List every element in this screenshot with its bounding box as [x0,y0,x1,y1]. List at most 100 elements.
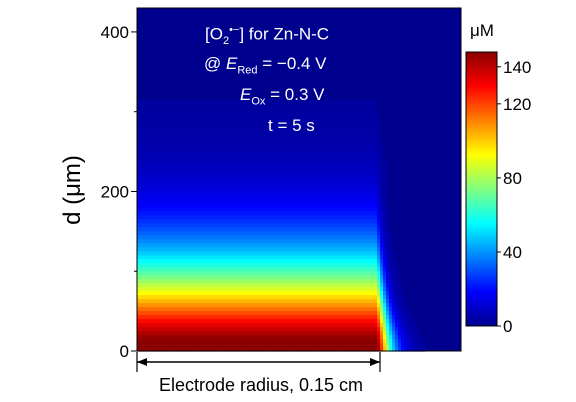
heatmap-cell [194,179,198,185]
heatmap-cell [212,191,216,197]
heatmap-cell [275,267,279,272]
heatmap-cell [284,299,288,304]
heatmap-cell [152,107,156,113]
heatmap-cell [332,315,336,320]
heatmap-cell [335,167,339,173]
heatmap-cell [278,247,282,252]
heatmap-cell [290,171,294,177]
heatmap-cell [350,135,354,141]
heatmap-cell [350,243,354,248]
heatmap-cell [296,119,300,125]
heatmap-cell [383,207,387,213]
heatmap-cell [152,207,156,213]
heatmap-cell [185,271,189,276]
heatmap-cell [338,295,342,300]
heatmap-cell [170,207,174,213]
heatmap-cell [236,107,240,113]
heatmap-cell [314,227,318,232]
heatmap-cell [341,207,345,213]
heatmap-cell [197,175,201,181]
heatmap-cell [314,239,318,244]
heatmap-cell [368,115,372,121]
heatmap-cell [206,127,210,133]
heatmap-cell [200,199,204,205]
heatmap-cell [362,227,366,232]
heatmap-cell [314,299,318,304]
heatmap-cell [173,307,177,312]
heatmap-cell [212,107,216,113]
heatmap-cell [383,231,387,236]
heatmap-cell [194,191,198,197]
heatmap-cell [305,195,309,201]
heatmap-cell [245,243,249,248]
heatmap-cell [254,327,258,332]
heatmap-cell [290,215,294,220]
heatmap-cell [182,215,186,220]
heatmap-cell [314,291,318,296]
heatmap-cell [302,287,306,292]
heatmap-cell [368,263,372,268]
heatmap-cell [158,143,162,149]
heatmap-cell [245,99,249,105]
heatmap-cell [146,131,150,137]
heatmap-cell [251,147,255,153]
heatmap-cell [149,159,153,165]
heatmap-cell [188,127,192,133]
heatmap-cell [254,259,258,264]
heatmap-cell [410,315,414,320]
heatmap-cell [263,283,267,288]
heatmap-cell [404,315,408,320]
heatmap-cell [257,119,261,125]
heatmap-cell [188,223,192,228]
heatmap-cell [233,275,237,280]
heatmap-cell [275,151,279,157]
heatmap-cell [311,191,315,197]
heatmap-cell [374,255,378,260]
heatmap-cell [245,175,249,181]
heatmap-cell [182,103,186,109]
heatmap-cell [242,323,246,328]
heatmap-cell [230,227,234,232]
heatmap-cell [173,103,177,109]
heatmap-cell [179,279,183,284]
heatmap-cell [245,331,249,336]
heatmap-cell [386,227,390,232]
heatmap-cell [269,119,273,125]
heatmap-cell [377,287,381,292]
heatmap-cell [320,203,324,209]
heatmap-cell [362,259,366,264]
heatmap-cell [155,291,159,296]
heatmap-cell [170,123,174,129]
heatmap-cell [368,231,372,236]
heatmap-cell [161,243,165,248]
heatmap-cell [203,259,207,264]
heatmap-cell [371,275,375,280]
heatmap-cell [233,311,237,316]
heatmap-cell [287,255,291,260]
heatmap-cell [251,203,255,209]
heatmap-cell [341,323,345,328]
heatmap-cell [341,155,345,161]
heatmap-cell [143,103,147,109]
heatmap-cell [272,247,276,252]
heatmap-cell [266,215,270,220]
heatmap-cell [152,115,156,121]
heatmap-cell [188,195,192,201]
heatmap-cell [359,163,363,169]
heatmap-cell [296,147,300,153]
heatmap-cell [197,155,201,161]
heatmap-cell [326,327,330,332]
heatmap-cell [167,315,171,320]
heatmap-cell [263,211,267,216]
heatmap-cell [197,139,201,145]
heatmap-cell [155,143,159,149]
heatmap-cell [179,179,183,185]
heatmap-cell [266,323,270,328]
heatmap-cell [368,239,372,244]
heatmap-cell [284,227,288,232]
heatmap-cell [374,219,378,224]
heatmap-cell [302,119,306,125]
heatmap-cell [188,299,192,304]
heatmap-cell [185,155,189,161]
heatmap-cell [239,239,243,244]
